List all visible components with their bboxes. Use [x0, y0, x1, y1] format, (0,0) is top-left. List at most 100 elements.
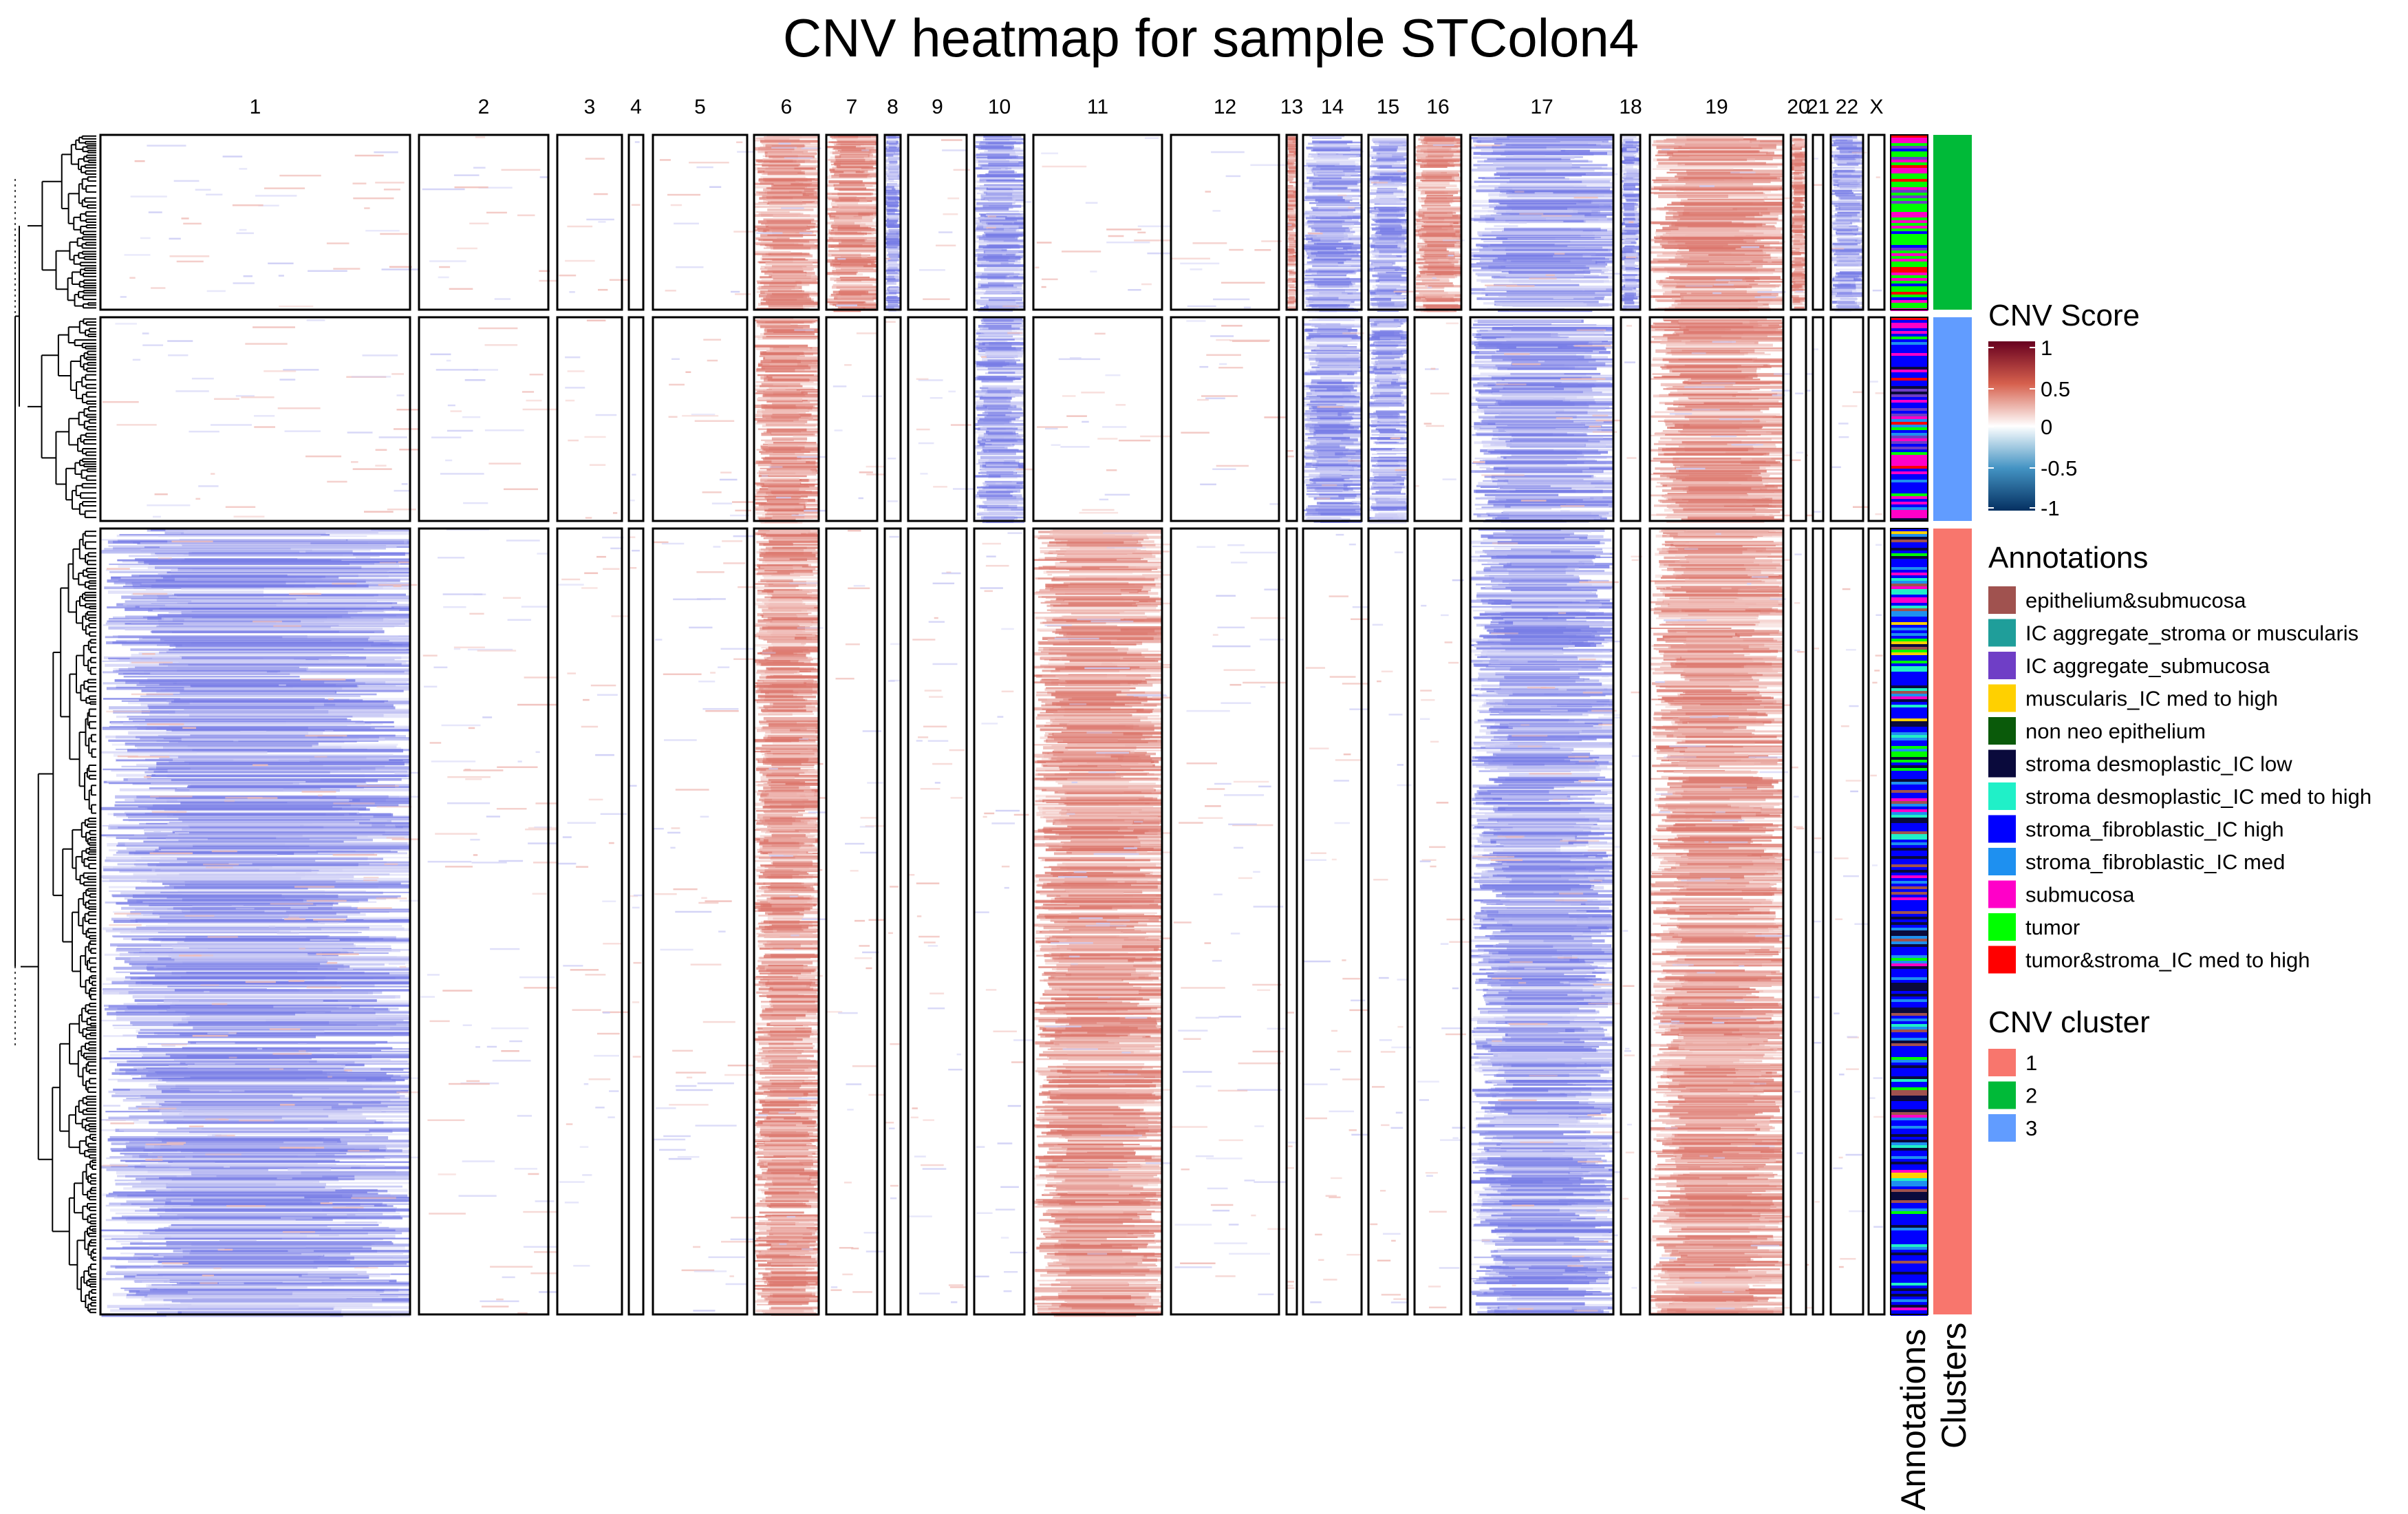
heatmap-cell-block — [1620, 527, 1642, 1316]
heatmap-cell-block — [1413, 527, 1463, 1316]
annotation-legend-label: muscularis_IC med to high — [2025, 687, 2278, 711]
chromosome-label-17: 17 — [1530, 96, 1553, 118]
chromosome-label-14: 14 — [1321, 96, 1344, 118]
heatmap-cell-block — [1367, 527, 1409, 1316]
chromosome-label-2: 2 — [478, 96, 490, 118]
heatmap-cell-block — [1469, 527, 1615, 1316]
annotation-swatch — [1988, 717, 2016, 745]
heatmap-group-cluster-2 — [99, 134, 1886, 312]
cnv-score-tick-label: 0.5 — [2041, 377, 2070, 401]
chromosome-label-13: 13 — [1280, 96, 1303, 118]
cnv-score-colorbar — [1988, 341, 2035, 511]
heatmap-cell-block — [1867, 527, 1886, 1316]
heatmap-cell-block — [753, 527, 820, 1316]
heatmap-cell-block — [1032, 134, 1163, 311]
annotation-swatch — [1988, 586, 2016, 614]
cluster-bar — [1933, 135, 1972, 1314]
heatmap-cell-block — [1648, 134, 1785, 311]
heatmap-cell-block — [1413, 134, 1463, 311]
annotation-swatch — [1988, 619, 2016, 647]
heatmap-cell-block — [556, 134, 623, 311]
cnv-cluster-legend: CNV cluster 1 2 3 — [1988, 1005, 2150, 1142]
annotation-legend-label: stroma desmoplastic_IC med to high — [2025, 785, 2372, 809]
chromosome-label-9: 9 — [932, 96, 943, 118]
heatmap-cell-block — [1285, 316, 1298, 522]
annotation-swatch — [1988, 782, 2016, 810]
heatmap-cell-block — [1413, 316, 1463, 522]
annotation-swatch — [1988, 684, 2016, 712]
annotation-swatch — [1988, 749, 2016, 778]
cnv-score-legend-title: CNV Score — [1988, 299, 2140, 332]
heatmap-cell-block — [1829, 316, 1864, 522]
chromosome-label-1: 1 — [250, 96, 261, 118]
annotation-swatch — [1988, 913, 2016, 941]
heatmap-cell-block — [1812, 527, 1825, 1316]
chromosome-label-7: 7 — [846, 96, 858, 118]
heatmap-cell-block — [1648, 316, 1785, 522]
heatmap-cell-block — [1620, 134, 1642, 311]
heatmap-cell-block — [1367, 316, 1409, 522]
heatmap-cell-block — [1469, 316, 1615, 522]
clusters-axis-label: Clusters — [1935, 1323, 1973, 1449]
cnv-score-legend: CNV Score 1 0.5 0 -0.5 -1 — [1988, 299, 2140, 520]
chromosome-label-5: 5 — [694, 96, 706, 118]
annotation-legend-label: tumor&stroma_IC med to high — [2025, 948, 2310, 972]
heatmap-group-cluster-1 — [99, 527, 1886, 1317]
cnv-score-tick-label: 1 — [2041, 336, 2052, 360]
annotation-legend-label: stroma_fibroblastic_IC high — [2025, 818, 2284, 842]
heatmap-cell-block — [1285, 527, 1298, 1316]
heatmap-cell-block — [1620, 316, 1642, 522]
chromosome-label-16: 16 — [1426, 96, 1449, 118]
annotation-legend-label: non neo epithelium — [2025, 719, 2206, 743]
heatmap-cell-block — [1829, 527, 1864, 1316]
chromosome-label-12: 12 — [1214, 96, 1236, 118]
cnv-score-tick-label: 0 — [2041, 415, 2052, 439]
heatmap-cell-block — [556, 527, 623, 1316]
chromosome-label-15: 15 — [1377, 96, 1399, 118]
annotation-swatch — [1988, 880, 2016, 908]
annotations-legend: Annotations epithelium&submucosa IC aggre… — [1988, 541, 2372, 974]
heatmap-cell-block — [1170, 134, 1280, 311]
heatmap-cell-block — [1867, 316, 1886, 522]
heatmap-cell-block — [1789, 316, 1807, 522]
chart-title: CNV heatmap for sample STColon4 — [783, 8, 1639, 68]
heatmap-cell-block — [1829, 134, 1864, 311]
heatmap-cell-block — [556, 316, 623, 522]
heatmap-cell-block — [825, 316, 879, 522]
heatmap-cell-block — [1867, 134, 1886, 311]
heatmap-cell-block — [652, 134, 749, 311]
chromosome-label-20: 20 — [1787, 96, 1809, 118]
annotation-swatch — [1988, 946, 2016, 974]
heatmap-cell-block — [1302, 134, 1363, 311]
annotation-legend-label: tumor — [2025, 915, 2080, 939]
annotation-legend-label: IC aggregate_submucosa — [2025, 654, 2270, 678]
heatmap-cell-block — [652, 316, 749, 522]
heatmap-cell-block — [883, 316, 902, 522]
heatmap-cell-block — [1789, 134, 1807, 311]
heatmap-cell-block — [973, 134, 1026, 311]
heatmap-cell-block — [1812, 134, 1825, 311]
heatmap-cell-block — [1302, 527, 1363, 1316]
heatmap-cell-block — [418, 134, 550, 311]
chromosome-label-X: X — [1869, 96, 1883, 118]
cnv-cluster-legend-title: CNV cluster — [1988, 1005, 2150, 1039]
heatmap-cell-block — [418, 316, 550, 522]
annotation-swatch — [1988, 848, 2016, 875]
chromosome-label-3: 3 — [584, 96, 596, 118]
annotation-legend-label: stroma desmoplastic_IC low — [2025, 752, 2292, 776]
heatmap-cell-block — [973, 527, 1026, 1316]
heatmap-cell-block — [99, 527, 411, 1316]
heatmap-cell-block — [1469, 134, 1615, 311]
heatmap-cell-block — [1285, 134, 1298, 311]
annotation-legend-label: stroma_fibroblastic_IC med — [2025, 850, 2285, 874]
chromosome-label-4: 4 — [630, 96, 642, 118]
cluster-legend-label: 1 — [2025, 1051, 2037, 1075]
annotation-bar-group — [1890, 134, 1928, 310]
chromosome-label-22: 22 — [1836, 96, 1858, 118]
annotation-bar — [1890, 134, 1928, 1316]
cluster-swatch — [1988, 1081, 2016, 1109]
heatmap-cell-block — [99, 134, 411, 311]
cluster-swatch — [1988, 1049, 2016, 1076]
